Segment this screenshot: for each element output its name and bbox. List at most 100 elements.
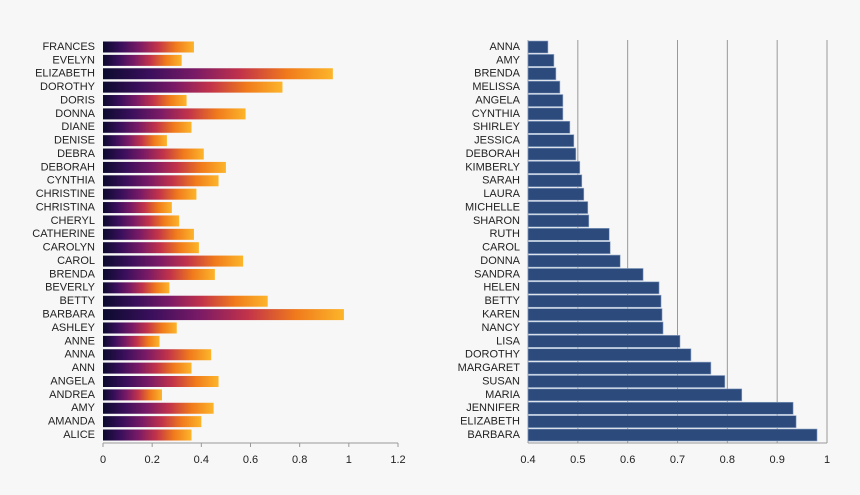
y-tick-label: BETTY — [485, 295, 521, 307]
bar — [103, 335, 160, 347]
x-tick-label: 0.4 — [194, 454, 209, 466]
y-tick-label: BRENDA — [49, 268, 96, 280]
y-tick-label: HELEN — [483, 282, 520, 294]
x-tick-label: 0 — [100, 454, 106, 466]
bar — [527, 401, 794, 415]
y-tick-label: DORIS — [60, 94, 95, 106]
y-tick-label: LISA — [496, 335, 521, 347]
y-tick-label: CHRISTINE — [36, 188, 95, 200]
bar — [527, 201, 589, 214]
bar — [527, 54, 555, 67]
x-tick-label: 1.2 — [390, 454, 405, 466]
x-tick-label: 0.8 — [720, 454, 735, 466]
bar — [103, 255, 244, 267]
bar — [527, 254, 621, 268]
y-tick-label: DEBRA — [57, 148, 96, 160]
bar — [527, 428, 818, 442]
y-tick-label: CAROL — [482, 242, 520, 254]
bar — [527, 228, 610, 241]
y-tick-label: AMY — [71, 402, 96, 414]
bar — [527, 321, 664, 335]
y-tick-label: ANGELA — [50, 375, 95, 387]
bar — [527, 40, 549, 54]
bar — [527, 134, 575, 147]
bar — [103, 429, 192, 441]
bar — [103, 41, 194, 53]
bar — [527, 348, 692, 362]
y-tick-label: DIANE — [61, 121, 95, 133]
bar — [103, 389, 162, 401]
bar — [103, 215, 180, 227]
y-tick-label: ANGELA — [475, 94, 520, 106]
bar — [527, 67, 557, 81]
y-tick-label: DOROTHY — [465, 349, 521, 361]
bar — [527, 187, 585, 201]
y-tick-label: SHIRLEY — [473, 121, 521, 133]
bar — [103, 108, 246, 120]
y-tick-label: CHERYL — [51, 215, 95, 227]
y-tick-label: CAROLYN — [43, 242, 95, 254]
bar — [103, 349, 212, 361]
y-tick-label: DONNA — [480, 255, 520, 267]
y-tick-label: MICHELLE — [465, 201, 520, 213]
x-tick-label: 1 — [824, 454, 830, 466]
y-tick-label: DONNA — [55, 108, 95, 120]
x-tick-label: 0.4 — [520, 454, 535, 466]
bar — [103, 362, 192, 374]
bar — [527, 294, 662, 308]
y-tick-label: CYNTHIA — [47, 175, 96, 187]
x-tick-label: 0.6 — [243, 454, 258, 466]
y-tick-label: CAROL — [57, 255, 95, 267]
bar — [527, 174, 583, 188]
bar — [527, 335, 681, 348]
y-tick-label: CATHERINE — [32, 228, 95, 240]
y-tick-label: MELISSA — [472, 81, 520, 93]
y-tick-label: KIMBERLY — [465, 161, 520, 173]
y-tick-label: EVELYN — [52, 54, 95, 66]
x-tick-label: 0.8 — [292, 454, 307, 466]
y-tick-label: ELIZABETH — [35, 68, 95, 80]
bar — [527, 107, 564, 121]
y-tick-label: MARIA — [485, 389, 521, 401]
y-tick-label: JENNIFER — [466, 402, 520, 414]
bar — [527, 308, 663, 321]
x-tick-label: 0.9 — [770, 454, 785, 466]
y-tick-label: DENISE — [54, 135, 95, 147]
y-tick-label: SARAH — [482, 175, 520, 187]
y-tick-label: SANDRA — [474, 268, 521, 280]
y-tick-label: ANNE — [64, 335, 95, 347]
bar — [103, 54, 182, 66]
bar — [103, 81, 283, 93]
y-tick-label: DEBORAH — [466, 148, 520, 160]
bar — [103, 121, 192, 133]
y-tick-label: SHARON — [473, 215, 520, 227]
bar — [103, 68, 333, 80]
bar — [103, 242, 199, 254]
x-tick-label: 0.2 — [145, 454, 160, 466]
bar — [103, 268, 215, 280]
y-tick-label: ANDREA — [49, 389, 96, 401]
bar — [103, 202, 172, 214]
x-tick-label: 0.7 — [670, 454, 685, 466]
x-tick-label: 0.6 — [620, 454, 635, 466]
bar — [103, 309, 344, 321]
bar — [103, 161, 226, 173]
y-tick-label: KAREN — [482, 309, 520, 321]
y-tick-label: AMANDA — [48, 416, 96, 428]
y-tick-label: RUTH — [489, 228, 520, 240]
y-tick-label: LAURA — [483, 188, 520, 200]
bar — [103, 228, 194, 240]
y-tick-label: BRENDA — [474, 68, 521, 80]
y-tick-label: BETTY — [60, 295, 96, 307]
y-tick-label: ELIZABETH — [460, 416, 520, 428]
y-tick-label: CHRISTINA — [36, 201, 96, 213]
bar — [103, 95, 187, 107]
bar — [527, 80, 561, 94]
y-tick-label: MARGARET — [458, 362, 521, 374]
x-tick-label: 1 — [346, 454, 352, 466]
bar — [103, 322, 177, 334]
bar — [527, 361, 712, 375]
bar — [527, 147, 577, 161]
y-tick-label: DEBORAH — [41, 161, 95, 173]
